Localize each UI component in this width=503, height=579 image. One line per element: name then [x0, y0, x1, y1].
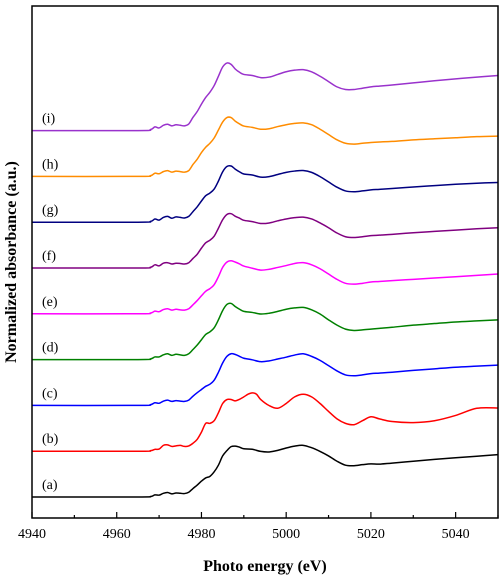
y-axis-title: Normalized absorbance (a.u.): [3, 161, 20, 363]
series-label-g: (g): [42, 203, 59, 218]
series-label-b: (b): [42, 432, 59, 447]
series-line-e: [31, 260, 499, 315]
series-label-a: (a): [42, 478, 58, 493]
x-axis-title: Photo energy (eV): [203, 558, 327, 575]
x-tick-label: 5020: [357, 527, 385, 542]
series-label-f: (f): [42, 249, 56, 264]
series-line-h: [31, 116, 499, 178]
series-line-g: [31, 164, 499, 224]
x-tick-label: 5040: [442, 527, 470, 542]
series-label-d: (d): [42, 341, 59, 356]
series-label-i: (i): [42, 112, 56, 127]
series-line-f: [31, 212, 499, 269]
series-label-c: (c): [42, 386, 58, 401]
x-tick-label: 4960: [103, 527, 131, 542]
series-labels: (a) (b) (c) (d) (e) (f) (g) (h) (i): [42, 112, 59, 493]
series-label-e: (e): [42, 295, 58, 310]
series-line-i: [31, 62, 499, 132]
x-tick-label: 5000: [272, 527, 300, 542]
x-tick-label: 4940: [18, 527, 46, 542]
series-line-c: [31, 352, 499, 407]
x-axis-ticks: 4940 4960 4980 5000 5020 5040: [18, 512, 499, 542]
plot-lines: [31, 62, 499, 498]
x-tick-label: 4980: [187, 527, 215, 542]
series-line-a: [31, 444, 499, 498]
plot-frame: [31, 5, 499, 519]
series-label-h: (h): [42, 157, 59, 172]
series-line-d: [31, 302, 499, 361]
series-line-b: [31, 392, 499, 452]
